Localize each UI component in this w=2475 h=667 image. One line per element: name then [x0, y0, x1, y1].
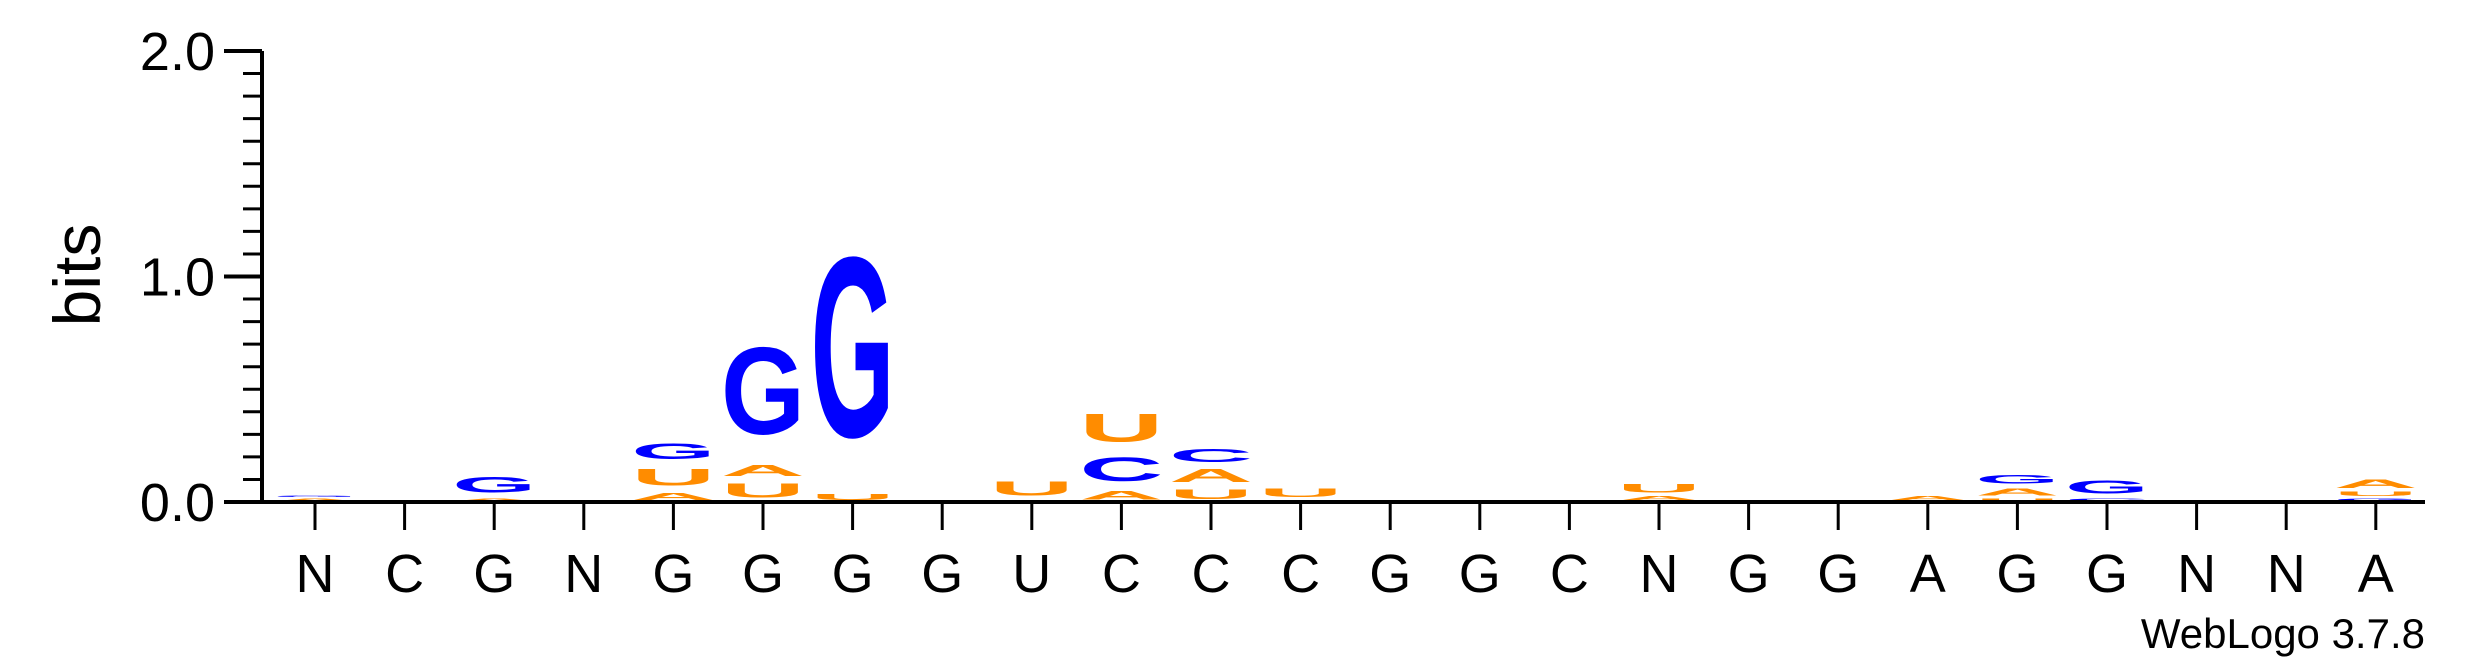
logo-letter-A: A — [631, 491, 715, 502]
logo-letter-U: U — [1169, 486, 1253, 502]
logo-letter-A: A — [1975, 486, 2059, 497]
logo-letter-U: U — [631, 464, 715, 491]
weblogo-version-credit: WebLogo 3.7.8 — [2141, 610, 2425, 657]
x-tick-label: A — [1910, 544, 1946, 604]
logo-letter-G: G — [1975, 473, 2059, 487]
x-tick-label: G — [1459, 544, 1501, 604]
x-tick-label: N — [2177, 544, 2216, 604]
logo-letter-G: G — [2334, 498, 2418, 502]
x-tick-label: G — [473, 544, 515, 604]
x-tick-label: A — [2358, 544, 2394, 604]
logo-letter-A: A — [721, 461, 805, 479]
x-tick-label: G — [921, 544, 963, 604]
logo-letter-U: U — [811, 493, 895, 502]
logo-letter-A: A — [1617, 495, 1701, 502]
x-tick-label: G — [832, 544, 874, 604]
logo-letter-A: A — [1079, 488, 1163, 502]
x-tick-label: C — [1102, 544, 1141, 604]
y-tick-label: 0.0 — [140, 473, 215, 533]
y-tick-label: 1.0 — [140, 248, 215, 308]
logo-letter-U: U — [721, 479, 805, 502]
x-tick-label: G — [742, 544, 784, 604]
logo-letter-G: G — [273, 495, 357, 497]
logo-letter-U: U — [2334, 491, 2418, 498]
logo-letter-C: C — [2065, 498, 2149, 502]
x-tick-label: G — [1728, 544, 1770, 604]
plot-area: AGAGAUGUAGUGAUACUUACAUGAUAUAGCGGUA — [273, 203, 2418, 502]
x-tick-label: C — [1192, 544, 1231, 604]
logo-letter-A: A — [1169, 466, 1253, 486]
x-tick-label: G — [1996, 544, 2038, 604]
y-tick-label: 2.0 — [140, 22, 215, 82]
x-tick-label: N — [2267, 544, 2306, 604]
logo-letter-A: A — [1886, 495, 1970, 502]
x-tick-label: N — [1640, 544, 1679, 604]
logo-letter-U: U — [1079, 405, 1163, 450]
logo-letter-A: A — [273, 498, 357, 502]
logo-letter-A: A — [2334, 477, 2418, 491]
logo-letter-C: C — [1079, 450, 1163, 488]
x-tick-label: N — [564, 544, 603, 604]
logo-letter-G: G — [452, 472, 536, 497]
logo-letter-C: C — [1169, 446, 1253, 466]
x-axis-ticks — [313, 502, 2378, 530]
x-tick-label: C — [385, 544, 424, 604]
x-tick-label: C — [1550, 544, 1589, 604]
logo-letter-G: G — [631, 439, 715, 464]
x-tick-label: G — [1817, 544, 1859, 604]
logo-letter-U: U — [1259, 486, 1343, 500]
x-tick-label: G — [652, 544, 694, 604]
y-axis: 0.0 1.0 2.0 — [140, 22, 264, 533]
logo-letter-A: A — [452, 498, 536, 502]
logo-letter-U: U — [990, 477, 1074, 500]
logo-letter-G: G — [721, 321, 805, 461]
x-tick-label: G — [2086, 544, 2128, 604]
logo-letter-U: U — [1617, 482, 1701, 496]
x-tick-label: U — [1012, 544, 1051, 604]
x-tick-label: G — [1369, 544, 1411, 604]
y-axis-label: bits — [40, 224, 114, 327]
logo-letter-G: G — [811, 203, 895, 491]
logo-letter-G: G — [2065, 477, 2149, 497]
logo-letter-U: U — [1975, 498, 2059, 502]
x-tick-label: C — [1281, 544, 1320, 604]
x-tick-label: N — [296, 544, 335, 604]
